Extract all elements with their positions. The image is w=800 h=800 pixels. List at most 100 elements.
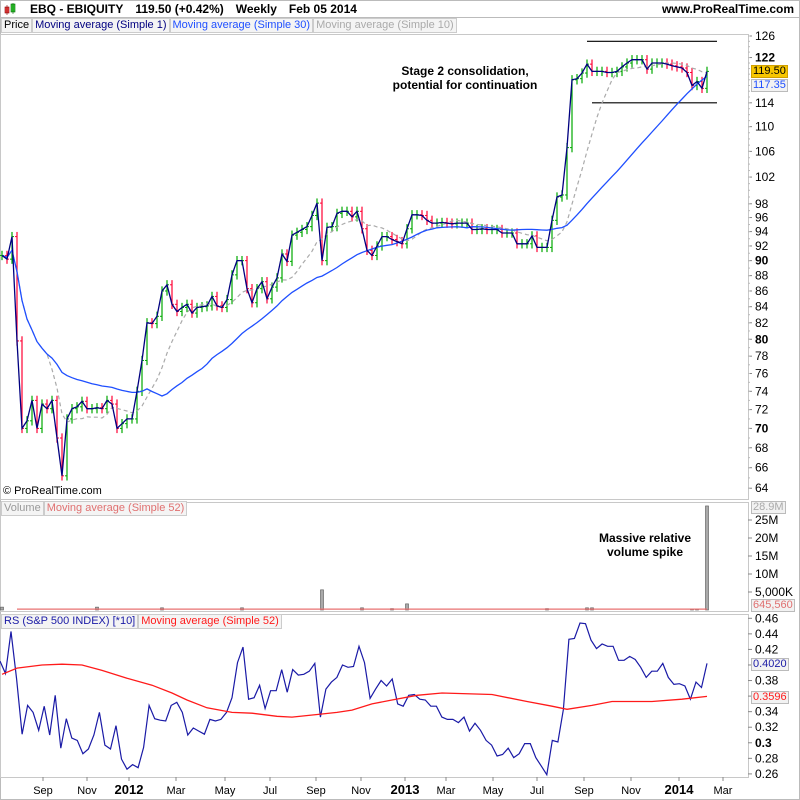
ma30-value-tag: 117.35 — [751, 79, 788, 92]
annotation-line: volume spike — [606, 545, 684, 559]
volume-tick-label: 20M — [755, 531, 778, 545]
annotation-line: Stage 2 consolidation, — [401, 64, 529, 78]
volume-bar — [405, 603, 409, 611]
panel-frame-0 — [0, 34, 749, 500]
ma10-line — [1, 62, 708, 423]
rs-value-tag: 0.4020 — [751, 658, 789, 671]
volume-legend: Volume Moving average (Simple 52) — [1, 501, 188, 516]
rs-tick-label: 0.28 — [755, 751, 779, 765]
panel-frame-2 — [0, 614, 749, 778]
annotation-line: potential for continuation — [392, 78, 538, 92]
rs-tick-label: 0.34 — [755, 705, 779, 719]
x-tick-label: Jul — [263, 785, 277, 797]
x-tick-label: Mar — [437, 785, 456, 797]
price-tick-label: 84 — [755, 300, 769, 314]
volume-tick-label: 10M — [755, 567, 778, 581]
price-tick-label: 82 — [755, 316, 769, 330]
consolidation-annotation: Stage 2 consolidation, potential for con… — [380, 64, 550, 92]
ma30-line — [1, 75, 708, 397]
price-tick-label: 66 — [755, 461, 769, 475]
price-tick-label: 86 — [755, 284, 769, 298]
volume-bar — [0, 606, 4, 611]
price-tick-label: 78 — [755, 349, 769, 363]
price-tick-label: 76 — [755, 367, 769, 381]
price-tick-label: 126 — [755, 29, 775, 43]
copyright: © ProRealTime.com — [3, 485, 102, 497]
rs-tick-label: 0.32 — [755, 720, 779, 734]
legend-price[interactable]: Price — [1, 18, 33, 33]
volume-tick-label: 5,000K — [755, 585, 793, 599]
legend-volume-ma[interactable]: Moving average (Simple 52) — [43, 501, 188, 516]
rs-tick-label: 0.44 — [755, 627, 779, 641]
rs-line — [0, 622, 708, 777]
chart-header: EBQ - EBIQUITY 119.50 (+0.42%) Weekly Fe… — [0, 0, 800, 18]
ma1-close-line — [1, 59, 708, 476]
last-price-tag: 119.50 — [751, 65, 788, 78]
legend-rs[interactable]: RS (S&P 500 INDEX) [*10] — [1, 614, 139, 629]
volume-bar — [320, 589, 324, 611]
date: Feb 05 2014 — [288, 2, 357, 16]
price-tick-label: 106 — [755, 144, 775, 158]
x-tick-label: Nov — [351, 785, 371, 797]
volume-max-tag: 28.9M — [751, 501, 786, 514]
x-tick-label: Sep — [306, 785, 326, 797]
legend-ma10[interactable]: Moving average (Simple 10) — [313, 18, 457, 33]
legend-rs-ma[interactable]: Moving average (Simple 52) — [138, 614, 282, 629]
legend-volume[interactable]: Volume — [1, 501, 44, 516]
price-tick-label: 72 — [755, 403, 769, 417]
x-tick-label: Nov — [77, 785, 97, 797]
x-tick-label: May — [483, 785, 504, 797]
rs-tick-label: 0.26 — [755, 767, 779, 781]
ticker-name: EBQ - EBIQUITY — [30, 2, 124, 16]
rs-tick-label: 0.3 — [755, 736, 772, 750]
price-tick-label: 92 — [755, 239, 769, 253]
price-tick-label: 74 — [755, 384, 769, 398]
rs-tick-label: 0.46 — [755, 611, 779, 625]
legend-ma1[interactable]: Moving average (Simple 1) — [32, 18, 170, 33]
price-tick-label: 98 — [755, 197, 769, 211]
volume-annotation: Massive relative volume spike — [585, 531, 705, 559]
price-tick-label: 96 — [755, 211, 769, 225]
x-tick-label: Sep — [574, 785, 594, 797]
x-tick-label: Mar — [714, 785, 733, 797]
price-tick-label: 80 — [755, 332, 769, 346]
price-tick-label: 68 — [755, 441, 769, 455]
price-legend: Price Moving average (Simple 1) Moving a… — [1, 18, 457, 33]
header-info: EBQ - EBIQUITY 119.50 (+0.42%) Weekly Fe… — [4, 2, 357, 16]
candlestick-logo-icon — [4, 3, 18, 15]
x-tick-label: Nov — [621, 785, 641, 797]
rs-ma52-line — [1, 663, 708, 718]
price-tick-label: 90 — [755, 254, 769, 268]
x-tick-label: 2012 — [115, 782, 144, 797]
price-tick-label: 64 — [755, 481, 769, 495]
x-tick-label: 2013 — [391, 782, 420, 797]
rs-tick-label: 0.38 — [755, 674, 779, 688]
price-tick-label: 110 — [755, 120, 774, 134]
rs-ma-value-tag: 0.3596 — [751, 691, 789, 704]
price-tick-label: 94 — [755, 225, 769, 239]
rs-legend: RS (S&P 500 INDEX) [*10] Moving average … — [1, 614, 282, 629]
price-change: 119.50 (+0.42%) — [135, 2, 224, 16]
price-tick-label: 70 — [755, 421, 769, 435]
volume-bar — [705, 505, 709, 611]
rs-tick-label: 0.42 — [755, 642, 779, 656]
x-tick-label: Sep — [33, 785, 53, 797]
period: Weekly — [235, 2, 277, 16]
volume-tick-label: 15M — [755, 549, 778, 563]
volume-ma-tag: 645,560 — [751, 599, 795, 612]
x-tick-label: Mar — [167, 785, 186, 797]
price-tick-label: 114 — [755, 96, 774, 110]
x-tick-label: 2014 — [665, 782, 695, 797]
price-tick-label: 88 — [755, 269, 769, 283]
site-link[interactable]: www.ProRealTime.com — [661, 2, 794, 16]
price-tick-label: 122 — [755, 51, 775, 65]
x-tick-label: May — [215, 785, 236, 797]
panel-frame-1 — [0, 502, 749, 612]
legend-ma30[interactable]: Moving average (Simple 30) — [169, 18, 314, 33]
volume-tick-label: 25M — [755, 513, 778, 527]
price-tick-label: 102 — [755, 170, 775, 184]
x-tick-label: Jul — [530, 785, 544, 797]
annotation-line: Massive relative — [598, 531, 692, 545]
